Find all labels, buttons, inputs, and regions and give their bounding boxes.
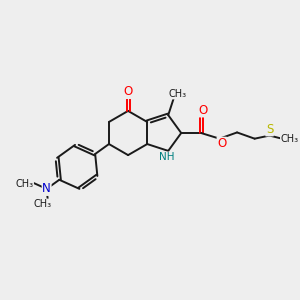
Text: O: O (124, 85, 133, 98)
Text: CH₃: CH₃ (33, 199, 51, 209)
Text: CH₃: CH₃ (168, 89, 187, 99)
Text: S: S (266, 123, 273, 136)
Text: O: O (198, 104, 207, 117)
Text: CH₃: CH₃ (280, 134, 298, 144)
Text: NH: NH (159, 152, 175, 162)
Text: N: N (42, 182, 51, 195)
Text: O: O (217, 137, 226, 150)
Text: CH₃: CH₃ (15, 179, 34, 189)
